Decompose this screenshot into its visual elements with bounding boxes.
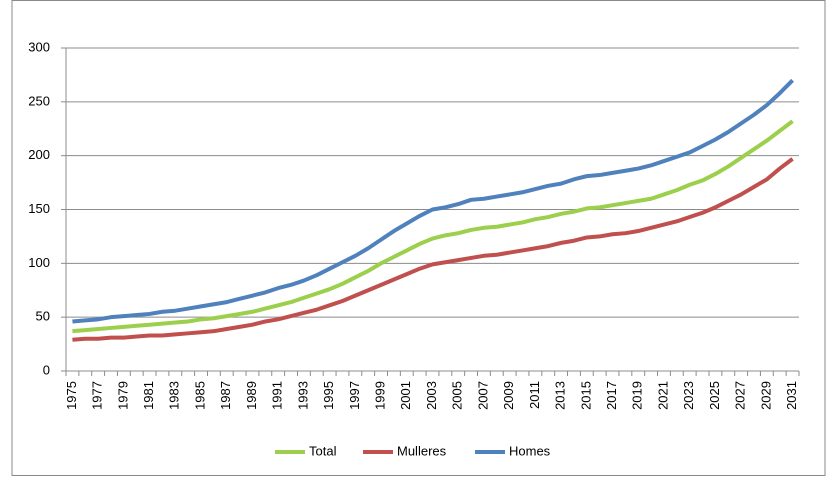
x-tick-label: 1991: [270, 381, 285, 410]
x-tick-label: 2005: [450, 381, 465, 410]
x-tick-label: 1987: [218, 381, 233, 410]
x-tick-label: 2013: [553, 381, 568, 410]
x-tick-label: 1995: [321, 381, 336, 410]
x-tick-label: 2007: [475, 381, 490, 410]
x-tick-label: 1983: [167, 381, 182, 410]
x-tick-label: 1975: [64, 381, 79, 410]
y-tick-label: 0: [43, 362, 50, 377]
x-tick-label: 1977: [90, 381, 105, 410]
x-tick-label: 1989: [244, 381, 259, 410]
y-tick-label: 50: [36, 309, 50, 324]
legend-label: Homes: [509, 443, 551, 458]
y-tick-label: 100: [28, 255, 50, 270]
y-tick-label: 150: [28, 201, 50, 216]
x-tick-label: 2009: [501, 381, 516, 410]
x-tick-label: 2031: [784, 381, 799, 410]
x-tick-label: 2019: [630, 381, 645, 410]
series-line: [72, 119, 794, 334]
x-tick-label: 2029: [758, 381, 773, 410]
x-tick-label: 2021: [655, 381, 670, 410]
y-tick-label: 200: [28, 147, 50, 162]
legend-label: Mulleres: [397, 443, 447, 458]
x-tick-label: 1997: [347, 381, 362, 410]
x-tick-label: 1981: [141, 381, 156, 410]
x-tick-label: 1979: [115, 381, 130, 410]
x-tick-label: 2027: [733, 381, 748, 410]
series-line: [72, 78, 794, 324]
y-tick-label: 250: [28, 93, 50, 108]
legend-label: Total: [309, 443, 337, 458]
x-tick-label: 2015: [578, 381, 593, 410]
x-tick-label: 2003: [424, 381, 439, 410]
x-tick-label: 2001: [398, 381, 413, 410]
x-tick-label: 2023: [681, 381, 696, 410]
x-tick-label: 1999: [372, 381, 387, 410]
chart-frame: [11, 0, 826, 476]
y-tick-label: 300: [28, 39, 50, 54]
x-tick-label: 2017: [604, 381, 619, 410]
series-line: [72, 157, 794, 342]
x-tick-label: 2011: [527, 381, 542, 409]
x-tick-label: 2025: [707, 381, 722, 410]
x-tick-label: 1993: [295, 381, 310, 410]
x-tick-label: 1985: [192, 381, 207, 410]
